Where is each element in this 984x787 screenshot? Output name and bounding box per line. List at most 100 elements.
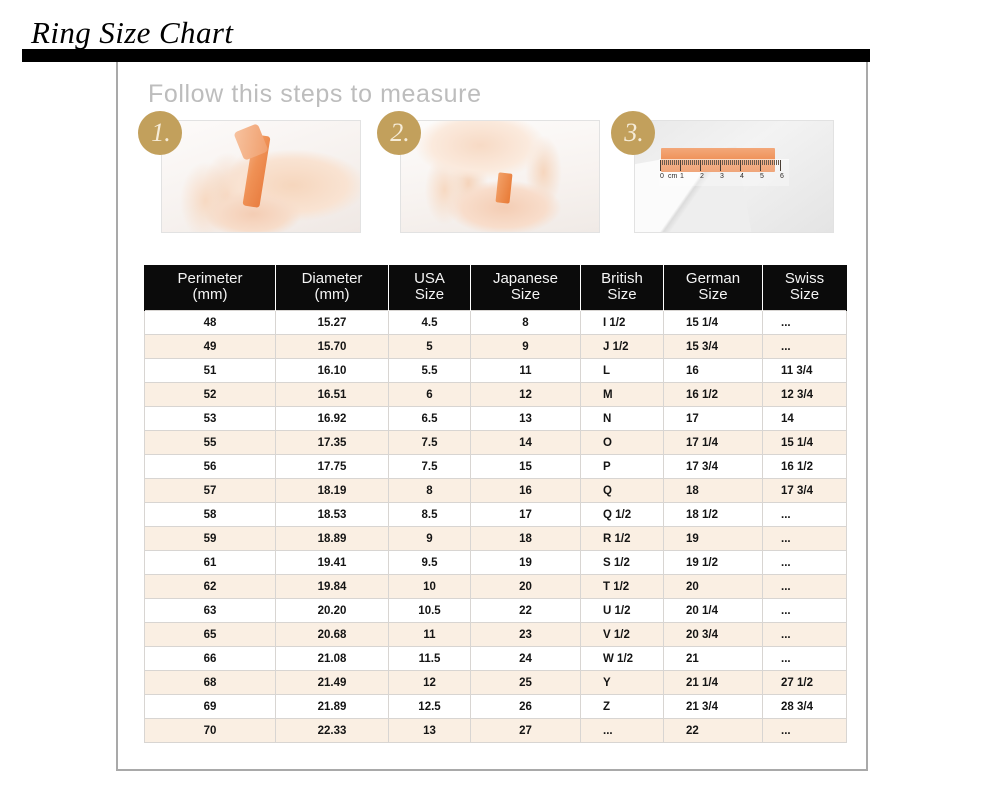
- cell-german: 21 1/4: [663, 670, 763, 695]
- cell-perimeter: 52: [144, 382, 276, 407]
- cell-swiss: 14: [762, 406, 847, 431]
- cell-german: 21 3/4: [663, 694, 763, 719]
- table-row: 49 15.70 5 9 J 1/2 15 3/4...: [144, 334, 847, 359]
- step-1: 1.: [138, 111, 361, 233]
- table-body: 48 15.27 4.5 8 I 1/2 15 1/4... 49 15.70 5 9 J 1/2 1…: [144, 310, 847, 743]
- cell-german: 21: [663, 646, 763, 671]
- cell-diameter: 16.10: [275, 358, 389, 383]
- column-header-perimeter: Perimeter (mm): [144, 265, 276, 311]
- cell-british: Y: [580, 670, 664, 695]
- cell-japanese: 27: [470, 718, 581, 743]
- cell-usa: 5: [388, 334, 471, 359]
- cell-german: 19 1/2: [663, 550, 763, 575]
- cell-diameter: 15.70: [275, 334, 389, 359]
- table-row: 55 17.35 7.5 14 O 17 1/4 15 1/4: [144, 430, 847, 455]
- cell-british: V 1/2: [580, 622, 664, 647]
- cell-usa: 10.5: [388, 598, 471, 623]
- cell-perimeter: 69: [144, 694, 276, 719]
- cell-perimeter: 68: [144, 670, 276, 695]
- cell-japanese: 11: [470, 358, 581, 383]
- step-1-photo: [161, 120, 361, 233]
- cell-japanese: 23: [470, 622, 581, 647]
- cell-swiss: ...: [762, 550, 847, 575]
- header-line-2: Size: [789, 286, 820, 303]
- cell-british: N: [580, 406, 664, 431]
- cell-german: 16: [663, 358, 763, 383]
- cell-japanese: 24: [470, 646, 581, 671]
- cell-british: Z: [580, 694, 664, 719]
- cell-british: O: [580, 430, 664, 455]
- ring-size-table: Perimeter (mm) Diameter (mm) USA Size Ja…: [144, 265, 847, 743]
- cell-british: M: [580, 382, 664, 407]
- cell-german: 19: [663, 526, 763, 551]
- cell-perimeter: 70: [144, 718, 276, 743]
- cell-diameter: 19.84: [275, 574, 389, 599]
- column-header-german: German Size: [663, 265, 763, 311]
- cell-german: 16 1/2: [663, 382, 763, 407]
- header-line-2: Size: [607, 286, 637, 303]
- cell-diameter: 22.33: [275, 718, 389, 743]
- cell-japanese: 25: [470, 670, 581, 695]
- ruler-number: 3: [720, 173, 724, 180]
- cell-swiss: ...: [762, 310, 847, 335]
- cell-japanese: 19: [470, 550, 581, 575]
- column-header-japanese: Japanese Size: [470, 265, 581, 311]
- cell-swiss: ...: [762, 622, 847, 647]
- cell-usa: 4.5: [388, 310, 471, 335]
- cell-diameter: 18.53: [275, 502, 389, 527]
- cell-british: Q: [580, 478, 664, 503]
- step-3-badge: 3.: [611, 111, 655, 155]
- column-header-usa: USA Size: [388, 265, 471, 311]
- table-row: 66 21.08 11.5 24 W 1/2 21...: [144, 646, 847, 671]
- cell-usa: 12.5: [388, 694, 471, 719]
- cell-swiss: 12 3/4: [762, 382, 847, 407]
- cell-diameter: 15.27: [275, 310, 389, 335]
- cell-perimeter: 49: [144, 334, 276, 359]
- ruler-number: 6: [780, 173, 784, 180]
- cell-usa: 7.5: [388, 454, 471, 479]
- cell-usa: 7.5: [388, 430, 471, 455]
- cell-usa: 13: [388, 718, 471, 743]
- cell-usa: 11.5: [388, 646, 471, 671]
- cell-german: 17 1/4: [663, 430, 763, 455]
- ruler-number: 2: [700, 173, 704, 180]
- step-2: 2.: [377, 111, 600, 233]
- cell-perimeter: 61: [144, 550, 276, 575]
- cell-usa: 5.5: [388, 358, 471, 383]
- cell-japanese: 8: [470, 310, 581, 335]
- table-row: 52 16.51 6 12 M 16 1/2 12 3/4: [144, 382, 847, 407]
- table-row: 63 20.20 10.5 22 U 1/2 20 1/4...: [144, 598, 847, 623]
- cell-usa: 8: [388, 478, 471, 503]
- column-header-british: British Size: [580, 265, 664, 311]
- column-header-swiss: Swiss Size: [762, 265, 847, 311]
- header-line-1: German: [685, 270, 741, 287]
- table-row: 65 20.68 11 23 V 1/2 20 3/4...: [144, 622, 847, 647]
- cell-german: 20 3/4: [663, 622, 763, 647]
- header-line-1: USA: [414, 270, 445, 287]
- step-2-photo: [400, 120, 600, 233]
- cell-japanese: 15: [470, 454, 581, 479]
- cell-perimeter: 55: [144, 430, 276, 455]
- cell-perimeter: 66: [144, 646, 276, 671]
- ruler-number: 0: [660, 173, 664, 180]
- cell-british: U 1/2: [580, 598, 664, 623]
- step-3: 0 1 2 3 4 5 6 cm 3.: [611, 111, 834, 233]
- header-line-2: Size: [414, 286, 445, 303]
- cell-german: 15 3/4: [663, 334, 763, 359]
- table-row: 53 16.92 6.5 13 N 17 14: [144, 406, 847, 431]
- header-line-1: British: [601, 270, 643, 287]
- cell-usa: 12: [388, 670, 471, 695]
- cell-british: ...: [580, 718, 664, 743]
- cell-diameter: 21.89: [275, 694, 389, 719]
- table-row: 68 21.49 12 25 Y 21 1/4 27 1/2: [144, 670, 847, 695]
- cell-japanese: 18: [470, 526, 581, 551]
- table-row: 57 18.19 8 16 Q 18 17 3/4: [144, 478, 847, 503]
- table-header-row: Perimeter (mm) Diameter (mm) USA Size Ja…: [144, 265, 847, 311]
- cell-usa: 10: [388, 574, 471, 599]
- cell-british: Q 1/2: [580, 502, 664, 527]
- cell-german: 20: [663, 574, 763, 599]
- cell-german: 18: [663, 478, 763, 503]
- column-header-diameter: Diameter (mm): [275, 265, 389, 311]
- header-line-1: Japanese: [492, 270, 559, 287]
- table-row: 61 19.41 9.5 19 S 1/2 19 1/2...: [144, 550, 847, 575]
